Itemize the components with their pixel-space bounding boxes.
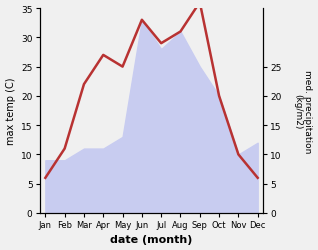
X-axis label: date (month): date (month) — [110, 234, 193, 244]
Y-axis label: max temp (C): max temp (C) — [5, 78, 16, 145]
Y-axis label: med. precipitation
(kg/m2): med. precipitation (kg/m2) — [293, 70, 313, 152]
